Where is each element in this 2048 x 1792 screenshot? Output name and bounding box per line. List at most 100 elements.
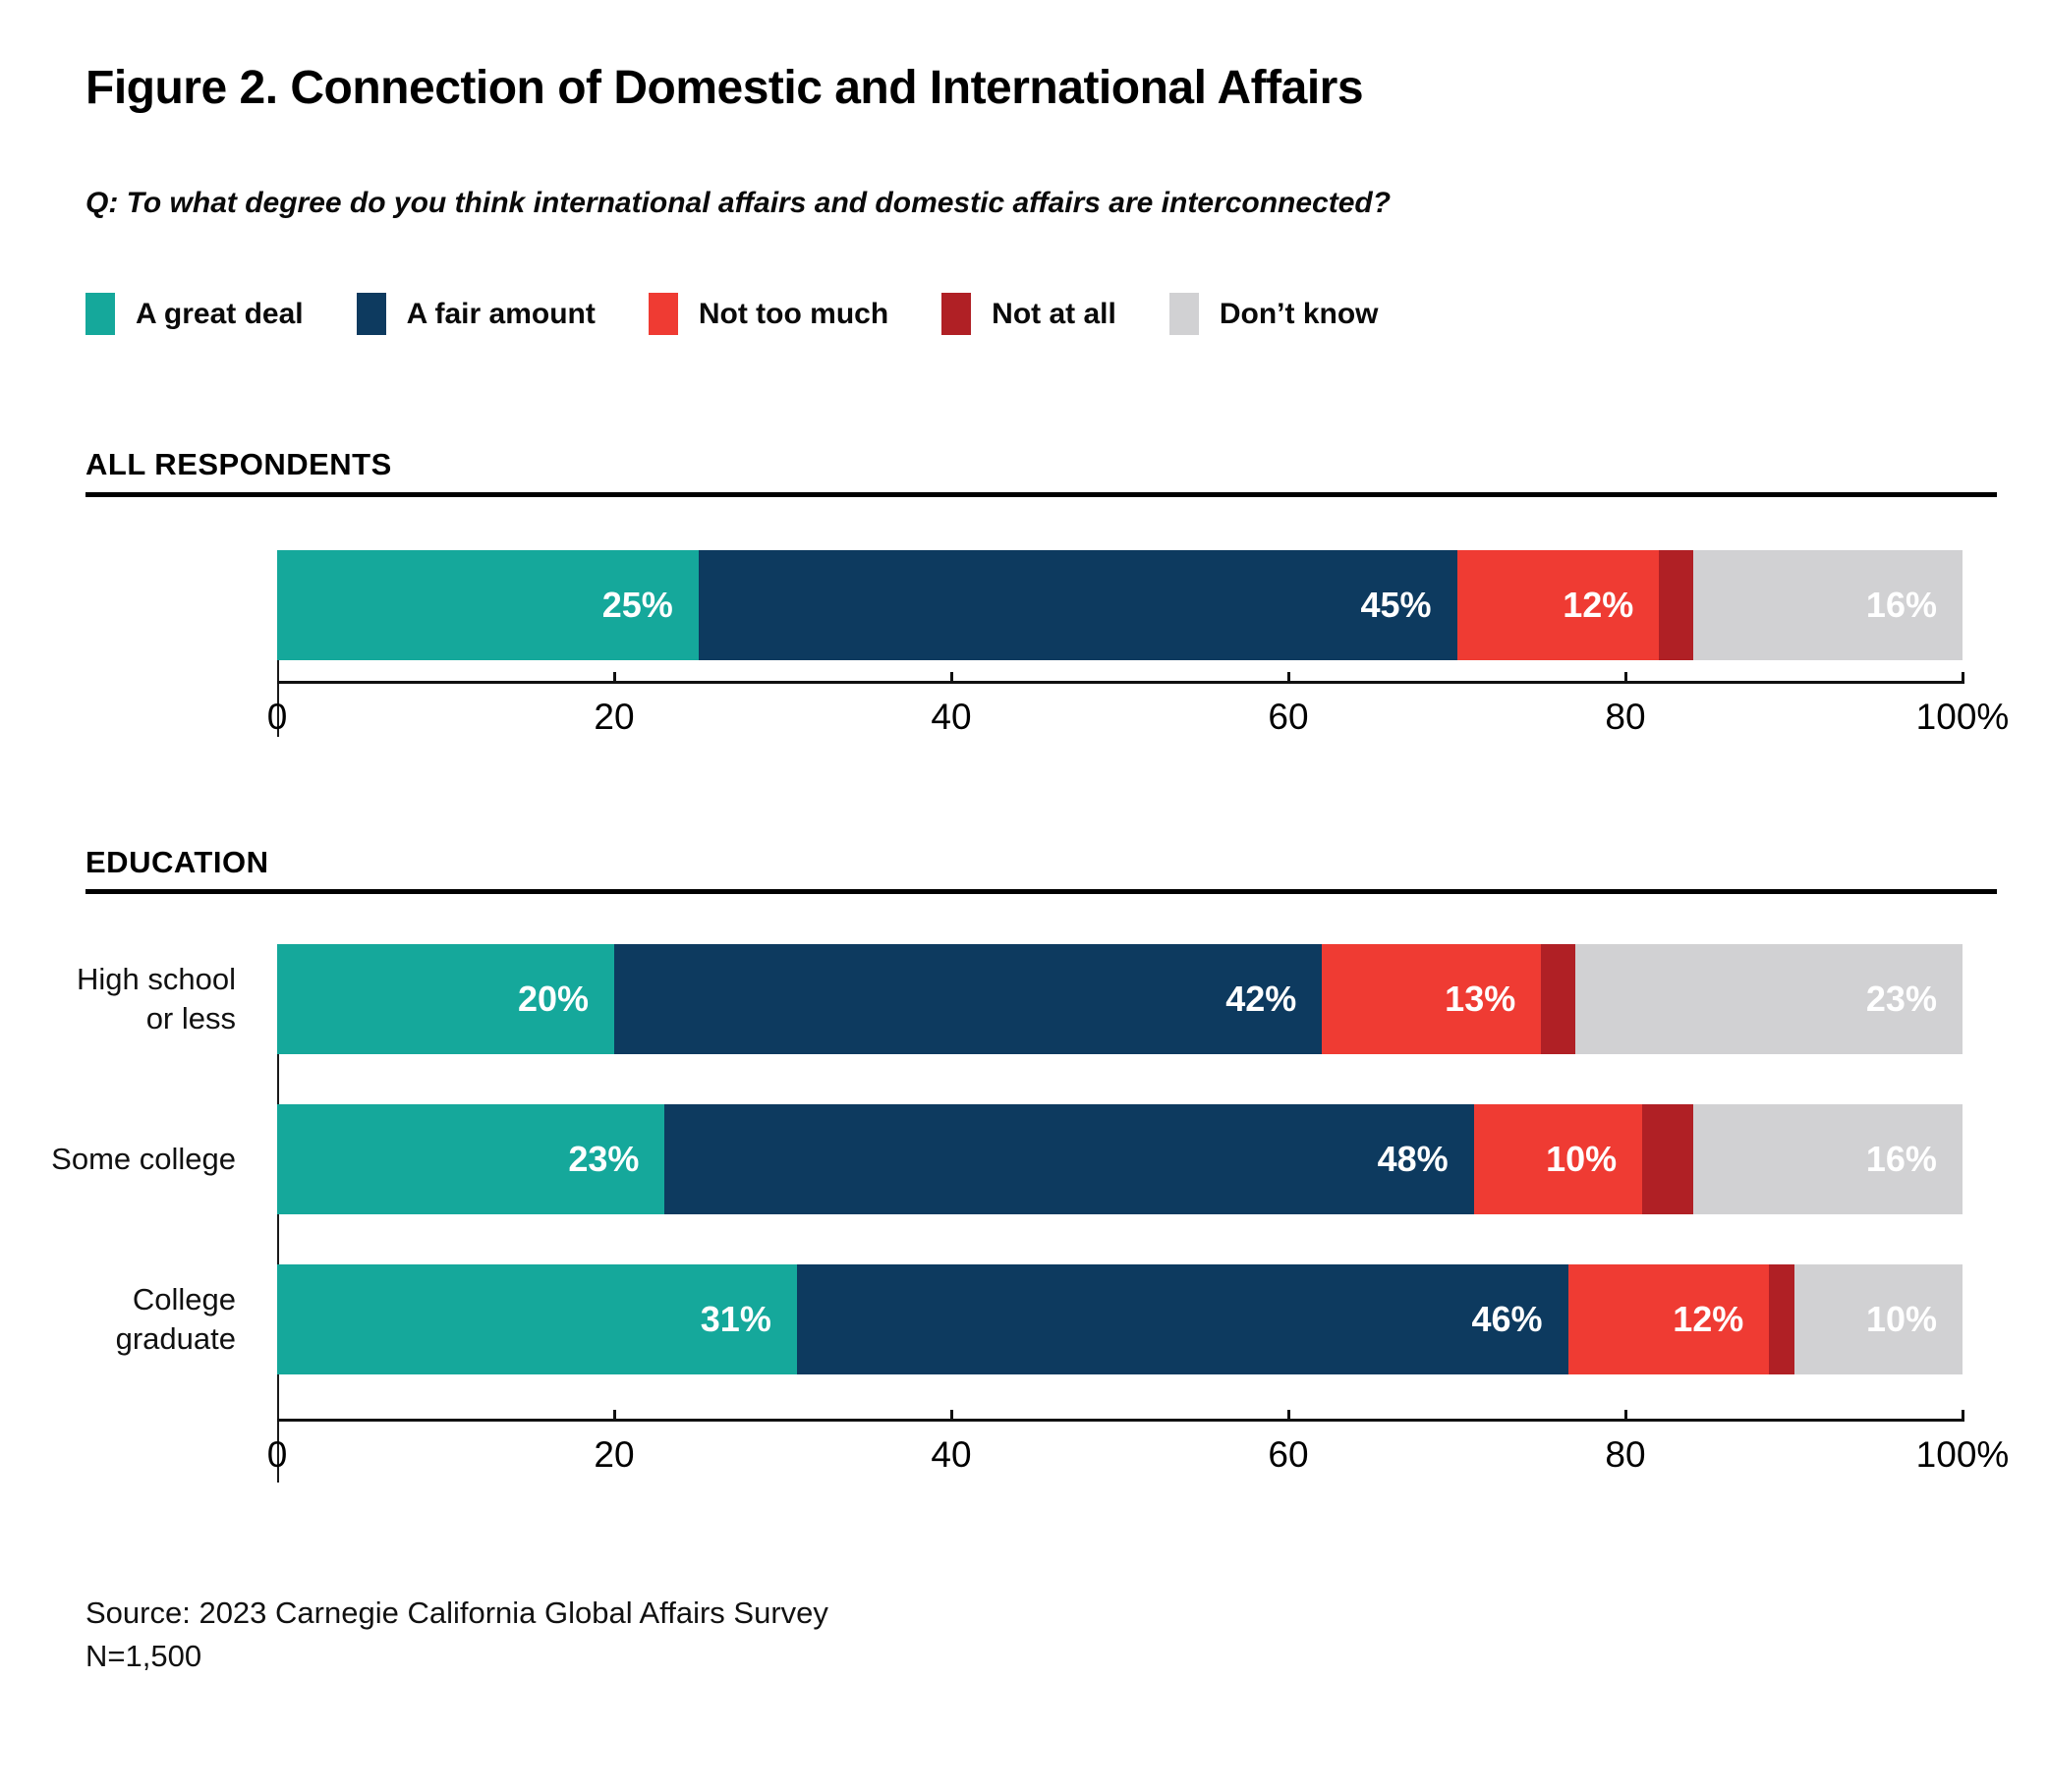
legend-swatch <box>1168 293 1199 335</box>
segment-value-label: 45% <box>1360 585 1432 625</box>
segment-value-label: 42% <box>1225 979 1297 1019</box>
chart-legend: A great deal A fair amount Not too much Not… <box>85 293 1379 335</box>
stacked-bar-chart: High school or less 20% 42% 13% 23% Some colle… <box>51 944 2009 1483</box>
section-divider <box>85 889 1997 894</box>
legend-label: Don’t know <box>1219 297 1379 330</box>
figure-title: Figure 2. Connection of Domestic and Int… <box>85 62 1364 114</box>
x-axis: 0 20 40 60 80 100% <box>267 1410 2009 1482</box>
axis-tick-label: 80 <box>1605 1434 1646 1475</box>
bar-segment-not-too-much: 10% <box>1473 1104 1643 1214</box>
axis-tick-label: 0 <box>266 697 288 737</box>
axis-tick-label: 40 <box>931 1434 972 1475</box>
bar-segment-a-fair-amount: 48% <box>664 1104 1474 1214</box>
section-all-respondents: ALL RESPONDENTS 25% 45% 12% 16% 0 20 40 60 80 100… <box>85 447 2009 744</box>
axis-tick <box>1287 1410 1290 1422</box>
axis-line <box>277 1419 1963 1422</box>
axis-tick <box>950 1410 953 1422</box>
legend-label: Not too much <box>698 297 889 330</box>
segment-value-label: 16% <box>1865 1139 1937 1179</box>
legend-swatch <box>85 293 115 335</box>
bar-segment-not-at-all <box>1642 1104 1693 1214</box>
axis-tick-label: 100% <box>1915 697 2010 737</box>
bar-row: Some college 23% 48% 10% 16% <box>51 1104 1963 1214</box>
bar-segment-dont-know: 16% <box>1692 550 1963 660</box>
bar-segment-not-too-much: 12% <box>1567 1264 1770 1374</box>
section-header: ALL RESPONDENTS <box>85 447 392 481</box>
segment-value-label: 23% <box>1865 979 1937 1019</box>
axis-tick-label: 0 <box>266 1434 288 1475</box>
axis-tick <box>1287 672 1290 684</box>
bar-segment-not-too-much: 13% <box>1322 944 1542 1054</box>
bar-segment-dont-know: 16% <box>1692 1104 1963 1214</box>
segment-value-label: 23% <box>568 1139 640 1179</box>
legend-label: Not at all <box>992 297 1116 330</box>
axis-tick <box>1962 672 1964 684</box>
segment-value-label: 25% <box>601 585 673 625</box>
segment-value-label: 12% <box>1673 1299 1744 1339</box>
bar-segment-a-great-deal: 25% <box>277 550 699 660</box>
axis-tick-label: 80 <box>1605 697 1646 737</box>
row-label: College graduate <box>115 1282 236 1356</box>
segment-value-label: 10% <box>1546 1139 1618 1179</box>
x-axis: 0 20 40 60 80 100% <box>267 672 2009 744</box>
legend-item-a-great-deal: A great deal <box>85 293 304 335</box>
bar-row: 25% 45% 12% 16% <box>277 550 1963 660</box>
legend-item-not-at-all: Not at all <box>941 293 1116 335</box>
bar-segment-a-fair-amount: 42% <box>614 944 1323 1054</box>
bar-segment-a-great-deal: 23% <box>277 1104 665 1214</box>
axis-tick <box>613 1410 616 1422</box>
source-note: Source: 2023 Carnegie California Global … <box>85 1596 828 1630</box>
source-block: Source: 2023 Carnegie California Global … <box>85 1592 828 1678</box>
legend-item-not-too-much: Not too much <box>648 293 889 335</box>
stacked-bar-chart: 25% 45% 12% 16% 0 20 40 60 80 100% <box>267 550 2009 744</box>
segment-value-label: 13% <box>1445 979 1516 1019</box>
survey-question: Q: To what degree do you think internati… <box>85 187 1392 219</box>
axis-tick-label: 100% <box>1915 1434 2010 1475</box>
row-label: High school or less <box>77 962 236 1036</box>
bar-segment-a-fair-amount: 46% <box>796 1264 1568 1374</box>
legend-label: A great deal <box>136 297 304 330</box>
row-label: Some college <box>51 1142 236 1176</box>
segment-value-label: 48% <box>1377 1139 1449 1179</box>
bar-segment-not-at-all <box>1541 944 1575 1054</box>
stacked-bar: 23% 48% 10% 16% <box>277 1104 1963 1214</box>
legend-swatch <box>356 293 386 335</box>
bar-segment-not-too-much: 12% <box>1456 550 1660 660</box>
section-education: EDUCATION High school or less 20% 42% 13% 23%… <box>51 845 2009 1483</box>
legend-item-a-fair-amount: A fair amount <box>356 293 596 335</box>
legend-swatch <box>941 293 972 335</box>
segment-value-label: 16% <box>1865 585 1937 625</box>
stacked-bar: 31% 46% 12% 10% <box>277 1264 1963 1374</box>
bar-row: High school or less 20% 42% 13% 23% <box>77 944 1963 1054</box>
bar-segment-not-at-all <box>1769 1264 1795 1374</box>
axis-tick-label: 20 <box>594 697 635 737</box>
bar-segment-a-fair-amount: 45% <box>698 550 1457 660</box>
axis-tick <box>613 672 616 684</box>
axis-tick <box>1624 1410 1627 1422</box>
bar-segment-a-great-deal: 20% <box>277 944 614 1054</box>
axis-tick-label: 40 <box>931 697 972 737</box>
bar-segment-not-at-all <box>1659 550 1693 660</box>
axis-tick <box>950 672 953 684</box>
segment-value-label: 46% <box>1471 1299 1543 1339</box>
segment-value-label: 12% <box>1563 585 1634 625</box>
sample-size-note: N=1,500 <box>85 1639 202 1673</box>
axis-tick-label: 60 <box>1268 1434 1309 1475</box>
stacked-bar: 20% 42% 13% 23% <box>277 944 1963 1054</box>
bar-segment-a-great-deal: 31% <box>277 1264 797 1374</box>
bar-row: College graduate 31% 46% 12% 10% <box>116 1264 1963 1374</box>
segment-value-label: 31% <box>700 1299 771 1339</box>
segment-value-label: 20% <box>517 979 589 1019</box>
axis-tick <box>1624 672 1627 684</box>
segment-value-label: 10% <box>1865 1299 1937 1339</box>
legend-item-dont-know: Don’t know <box>1168 293 1379 335</box>
axis-tick <box>1962 1410 1964 1422</box>
y-axis-line <box>277 976 279 1483</box>
axis-tick-label: 20 <box>594 1434 635 1475</box>
stacked-bar: 25% 45% 12% 16% <box>277 550 1963 660</box>
bar-segment-dont-know: 10% <box>1794 1264 1963 1374</box>
axis-line <box>277 681 1963 684</box>
section-divider <box>85 492 1997 497</box>
legend-label: A fair amount <box>406 297 596 330</box>
